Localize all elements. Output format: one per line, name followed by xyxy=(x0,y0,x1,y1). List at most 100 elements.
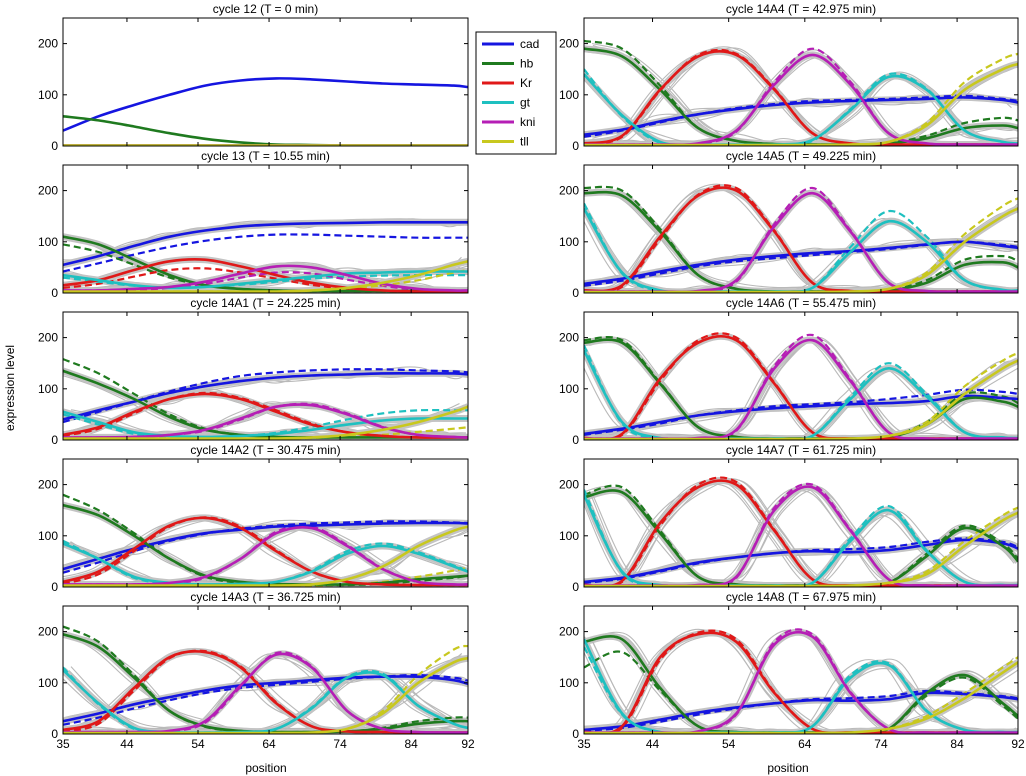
series-Kr-solid xyxy=(63,258,468,293)
axes-box xyxy=(583,17,1019,147)
legend-box xyxy=(475,31,557,155)
y-tick-label: 0 xyxy=(51,139,58,153)
y-tick-label: 200 xyxy=(559,478,579,492)
y-tick-label: 200 xyxy=(559,37,579,51)
series-cad-solid xyxy=(584,96,1018,136)
panel-2: cycle 13 (T = 10.55 min) 0 100 200 xyxy=(38,149,469,300)
series-gt-solid xyxy=(63,669,468,734)
series-gt-solid xyxy=(63,270,468,290)
series-cad-dashed xyxy=(63,233,468,273)
series-tll-solid xyxy=(584,207,1018,293)
legend: cad hb Kr gt kni tll xyxy=(475,31,557,155)
axes-box xyxy=(62,311,469,441)
y-tick-label: 0 xyxy=(51,433,58,447)
y-tick-label: 200 xyxy=(559,184,579,198)
panel-5: cycle 14A3 (T = 36.725 min) 0 100 200 35 44 54… xyxy=(38,590,475,751)
x-tick-label: 54 xyxy=(191,737,205,751)
series-tll-dashed xyxy=(584,351,1018,440)
series-cad-solid xyxy=(584,394,1018,436)
axes-box xyxy=(62,458,469,588)
axes-box xyxy=(583,311,1019,441)
plot-area xyxy=(63,77,468,146)
axes-box xyxy=(62,164,469,294)
gray-trace xyxy=(592,93,1018,139)
y-tick-label: 200 xyxy=(559,625,579,639)
series-kni-solid xyxy=(63,264,468,292)
x-tick-label: 74 xyxy=(874,737,888,751)
y-tick-label: 0 xyxy=(51,580,58,594)
series-cad-solid xyxy=(584,538,1018,584)
y-tick-label: 200 xyxy=(38,478,58,492)
x-tick-label: 64 xyxy=(798,737,812,751)
y-tick-label: 0 xyxy=(572,727,579,741)
panel-title: cycle 14A6 (T = 55.475 min) xyxy=(726,296,876,310)
panel-4: cycle 14A2 (T = 30.475 min) 0 100 200 xyxy=(38,443,469,594)
series-cad-dashed xyxy=(584,240,1018,287)
plot-area xyxy=(584,476,1018,587)
axes-box xyxy=(583,605,1019,735)
series-cad-solid xyxy=(63,675,468,723)
panel-title: cycle 14A7 (T = 61.725 min) xyxy=(726,443,876,457)
y-tick-label: 100 xyxy=(38,88,58,102)
y-tick-label: 0 xyxy=(51,727,58,741)
gray-trace xyxy=(63,652,461,734)
panel-9: cycle 14A7 (T = 61.725 min) 0 100 200 xyxy=(559,443,1019,594)
plot-area xyxy=(63,625,468,734)
series-hb-solid xyxy=(63,503,468,586)
gray-trace xyxy=(589,669,1018,734)
axes-box xyxy=(583,458,1019,588)
series-cad-solid xyxy=(63,221,468,267)
legend-label-Kr: Kr xyxy=(520,76,532,90)
x-axis-label-right: position xyxy=(767,761,808,775)
panel-title: cycle 14A3 (T = 36.725 min) xyxy=(190,590,340,604)
x-tick-label: 84 xyxy=(950,737,964,751)
y-tick-label: 0 xyxy=(572,286,579,300)
plot-area xyxy=(63,218,468,293)
legend-label-cad: cad xyxy=(520,37,539,51)
x-axis-label-left: position xyxy=(245,761,286,775)
series-tll-solid xyxy=(63,525,468,587)
panel-1: cycle 12 (T = 0 min) 0 100 200 xyxy=(38,2,469,153)
x-tick-label: 44 xyxy=(120,737,134,751)
x-tick-label: 84 xyxy=(404,737,418,751)
series-kni-dashed xyxy=(584,482,1018,587)
series-hb-dashed xyxy=(584,484,1018,587)
panel-title: cycle 14A1 (T = 24.225 min) xyxy=(190,296,340,310)
panel-7: cycle 14A5 (T = 49.225 min) 0 100 200 xyxy=(559,149,1019,300)
x-tick-label: 54 xyxy=(722,737,736,751)
y-tick-label: 100 xyxy=(38,676,58,690)
y-tick-label: 100 xyxy=(38,235,58,249)
panel-title: cycle 14A2 (T = 30.475 min) xyxy=(190,443,340,457)
series-kni-solid xyxy=(63,403,468,439)
y-tick-label: 200 xyxy=(38,625,58,639)
y-tick-label: 100 xyxy=(38,529,58,543)
series-cad-solid xyxy=(63,372,468,421)
y-tick-label: 200 xyxy=(38,331,58,345)
legend-label-hb: hb xyxy=(520,57,534,71)
series-cad-solid xyxy=(63,77,468,132)
axes-box xyxy=(583,164,1019,294)
panel-3: cycle 14A1 (T = 24.225 min) 0 100 200 xyxy=(38,296,469,447)
series-tll-solid xyxy=(584,359,1018,440)
series-gt-solid xyxy=(63,542,468,586)
panel-title: cycle 14A4 (T = 42.975 min) xyxy=(726,2,876,16)
x-tick-label: 35 xyxy=(577,737,591,751)
gray-trace xyxy=(592,64,1018,146)
y-tick-label: 0 xyxy=(51,286,58,300)
series-cad-dashed xyxy=(63,673,468,726)
series-hb-solid xyxy=(63,115,468,146)
y-tick-label: 100 xyxy=(559,529,579,543)
gray-trace xyxy=(584,657,1014,734)
series-Kr-solid xyxy=(63,516,468,587)
legend-label-kni: kni xyxy=(520,115,535,129)
panel-8: cycle 14A6 (T = 55.475 min) 0 100 200 xyxy=(559,296,1019,447)
series-cad-solid xyxy=(584,691,1018,732)
panel-title: cycle 14A8 (T = 67.975 min) xyxy=(726,590,876,604)
legend-label-gt: gt xyxy=(520,96,531,110)
x-tick-label: 44 xyxy=(646,737,660,751)
series-gt-solid xyxy=(584,73,1018,146)
plot-area xyxy=(584,39,1018,146)
y-tick-label: 0 xyxy=(572,433,579,447)
series-tll-solid xyxy=(63,260,468,293)
x-tick-label: 74 xyxy=(333,737,347,751)
